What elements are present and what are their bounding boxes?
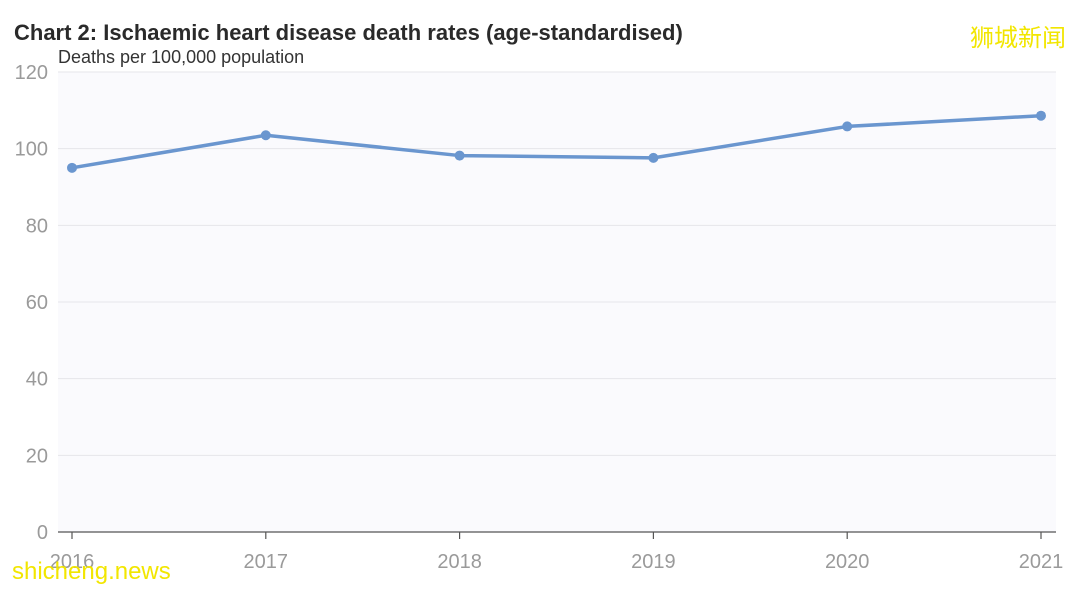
y-tick-label: 100 xyxy=(15,139,48,161)
x-tick-label: 2016 xyxy=(50,551,95,573)
x-tick-label: 2017 xyxy=(244,551,289,573)
y-tick-label: 120 xyxy=(15,62,48,84)
x-tick-label: 2019 xyxy=(631,551,676,573)
gridlines xyxy=(58,71,1056,456)
data-point xyxy=(842,121,853,132)
x-tick-label: 2021 xyxy=(1019,551,1064,573)
series-layer xyxy=(67,110,1046,173)
series-line xyxy=(70,113,1043,170)
x-tick-label: 2018 xyxy=(437,551,482,573)
y-tick-label: 20 xyxy=(26,445,48,467)
y-axis-ticks: 0 20 40 60 80 100 120 xyxy=(15,62,48,544)
data-point xyxy=(648,152,659,163)
x-tick-label: 2020 xyxy=(825,551,870,573)
y-axis-label: Deaths per 100,000 population xyxy=(58,47,305,67)
chart-title: Chart 2: Ischaemic heart disease death r… xyxy=(14,20,683,45)
data-point xyxy=(1036,110,1046,121)
y-tick-label: 80 xyxy=(26,215,48,237)
y-tick-label: 60 xyxy=(26,292,48,314)
data-point xyxy=(454,150,465,161)
y-tick-label: 40 xyxy=(26,369,48,391)
data-point xyxy=(67,162,77,173)
x-axis: 2016 2017 2018 2019 2020 2021 xyxy=(50,531,1064,573)
data-point xyxy=(260,130,271,141)
y-tick-label: 0 xyxy=(37,522,48,544)
watermark-bottom: shicheng.news xyxy=(12,558,171,585)
watermark-top: 狮城新闻 xyxy=(970,24,1066,52)
